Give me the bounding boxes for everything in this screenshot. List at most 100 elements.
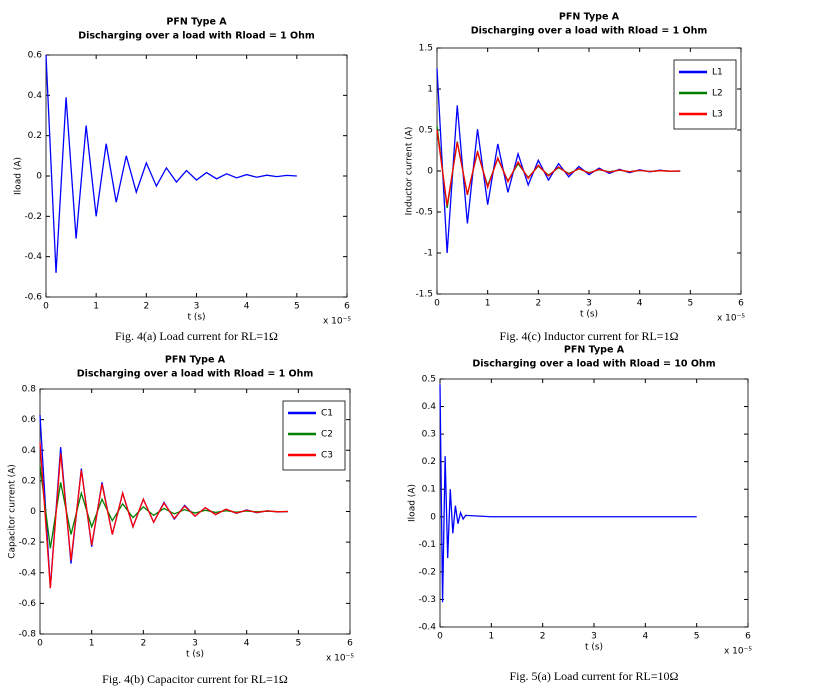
x-tick-label: 2 <box>540 632 546 642</box>
x-exponent: x 10⁻⁵ <box>323 317 351 327</box>
x-tick-label: 6 <box>344 302 350 312</box>
y-tick-label: -0.4 <box>24 252 42 262</box>
x-exponent: x 10⁻⁵ <box>724 647 752 657</box>
y-tick-label: -0.3 <box>418 595 436 605</box>
x-tick-label: 3 <box>192 639 198 649</box>
x-tick-label: 6 <box>347 639 353 649</box>
x-tick-label: 4 <box>637 299 643 309</box>
y-tick-label: -0.8 <box>18 630 36 640</box>
y-tick-label: 0.2 <box>28 131 42 141</box>
chart-title: PFN Type A <box>166 17 227 28</box>
x-tick-label: 3 <box>586 299 592 309</box>
chart-title: PFN Type A <box>165 355 226 366</box>
y-tick-label: 0.5 <box>419 126 433 136</box>
y-tick-label: 1.5 <box>419 44 433 54</box>
x-tick-label: 3 <box>591 632 597 642</box>
chart-title: PFN Type A <box>559 12 620 23</box>
legend-box <box>282 400 346 471</box>
y-tick-label: 0.3 <box>422 430 436 440</box>
legend-label: C2 <box>321 430 333 440</box>
x-tick-label: 5 <box>295 639 301 649</box>
legend-label: L2 <box>712 89 723 99</box>
x-tick-label: 0 <box>37 639 43 649</box>
legend-label: C3 <box>321 451 333 461</box>
y-tick-label: 0.5 <box>422 375 436 385</box>
y-tick-label: 0.2 <box>422 457 436 467</box>
x-exponent: x 10⁻⁵ <box>326 654 354 664</box>
y-tick-label: -1.5 <box>415 290 433 300</box>
y-tick-label: -0.2 <box>18 538 36 548</box>
x-axis-label: t (s) <box>187 313 205 323</box>
legend-label: C1 <box>321 409 333 419</box>
y-tick-label: 1 <box>427 85 433 95</box>
y-tick-label: -0.6 <box>18 599 36 609</box>
x-axis-label: t (s) <box>186 650 204 660</box>
x-tick-label: 0 <box>434 299 440 309</box>
legend-label: L3 <box>712 110 723 120</box>
x-tick-label: 2 <box>535 299 541 309</box>
series-line <box>39 442 289 589</box>
figure-caption: Fig. 4(b) Capacitor current for RL=1Ω <box>102 672 288 686</box>
legend-box <box>673 59 737 130</box>
x-tick-label: 0 <box>43 302 49 312</box>
y-axis-label: Iload (A) <box>408 484 418 522</box>
legend-label: L1 <box>712 68 723 78</box>
x-tick-label: 2 <box>143 302 149 312</box>
x-tick-label: 1 <box>93 302 99 312</box>
x-tick-label: 2 <box>140 639 146 649</box>
y-axis-label: Capacitor current (A) <box>8 464 18 559</box>
x-tick-label: 6 <box>738 299 744 309</box>
series-line <box>39 465 289 549</box>
x-tick-label: 5 <box>294 302 300 312</box>
x-exponent: x 10⁻⁵ <box>717 314 745 324</box>
y-tick-label: -0.4 <box>418 623 436 633</box>
x-axis-label: t (s) <box>580 310 598 320</box>
x-axis-label: t (s) <box>585 643 603 653</box>
series-line <box>45 54 297 273</box>
y-tick-label: -1 <box>424 249 433 259</box>
y-tick-label: 0.4 <box>28 91 43 101</box>
y-tick-label: 0 <box>36 172 42 182</box>
y-axis-label: Iload (A) <box>14 157 24 195</box>
x-tick-label: 4 <box>244 639 250 649</box>
y-tick-label: 0 <box>30 507 36 517</box>
chart-subtitle: Discharging over a load with Rload = 10 … <box>472 359 715 370</box>
x-tick-label: 3 <box>194 302 200 312</box>
chart-subtitle: Discharging over a load with Rload = 1 O… <box>77 369 314 380</box>
figure-caption: Fig. 5(a) Load current for RL=10Ω <box>510 669 679 683</box>
x-tick-label: 0 <box>437 632 443 642</box>
y-tick-label: 0.4 <box>22 446 37 456</box>
y-tick-label: -0.1 <box>418 540 436 550</box>
x-tick-label: 1 <box>89 639 95 649</box>
y-tick-label: -0.4 <box>18 568 36 578</box>
y-tick-label: 0.6 <box>22 415 37 425</box>
x-tick-label: 1 <box>485 299 491 309</box>
y-tick-label: 0.6 <box>28 51 43 61</box>
x-tick-label: 6 <box>745 632 751 642</box>
chart-title: PFN Type A <box>564 345 625 356</box>
x-tick-label: 5 <box>687 299 693 309</box>
x-tick-label: 5 <box>694 632 700 642</box>
x-tick-label: 1 <box>488 632 494 642</box>
y-tick-label: 0 <box>430 512 436 522</box>
chart-subtitle: Discharging over a load with Rload = 1 O… <box>471 26 708 37</box>
y-axis-label: Inductor current (A) <box>405 127 415 216</box>
series-line <box>436 129 681 206</box>
chart-subtitle: Discharging over a load with Rload = 1 O… <box>78 31 315 42</box>
series-line <box>439 384 697 603</box>
figure-caption: Fig. 4(a) Load current for RL=1Ω <box>115 329 278 343</box>
y-tick-label: 0 <box>427 167 433 177</box>
x-tick-label: 4 <box>244 302 250 312</box>
x-tick-label: 4 <box>642 632 648 642</box>
figure-caption: Fig. 4(c) Inductor current for RL=1Ω <box>500 329 679 343</box>
plot-area <box>439 378 749 628</box>
y-tick-label: -0.2 <box>418 567 436 577</box>
y-tick-label: -0.5 <box>415 208 433 218</box>
y-tick-label: -0.2 <box>24 212 42 222</box>
y-tick-label: 0.2 <box>22 476 36 486</box>
y-tick-label: 0.1 <box>422 485 436 495</box>
y-tick-label: -0.6 <box>24 293 42 303</box>
y-tick-label: 0.8 <box>22 385 37 395</box>
y-tick-label: 0.4 <box>422 402 437 412</box>
